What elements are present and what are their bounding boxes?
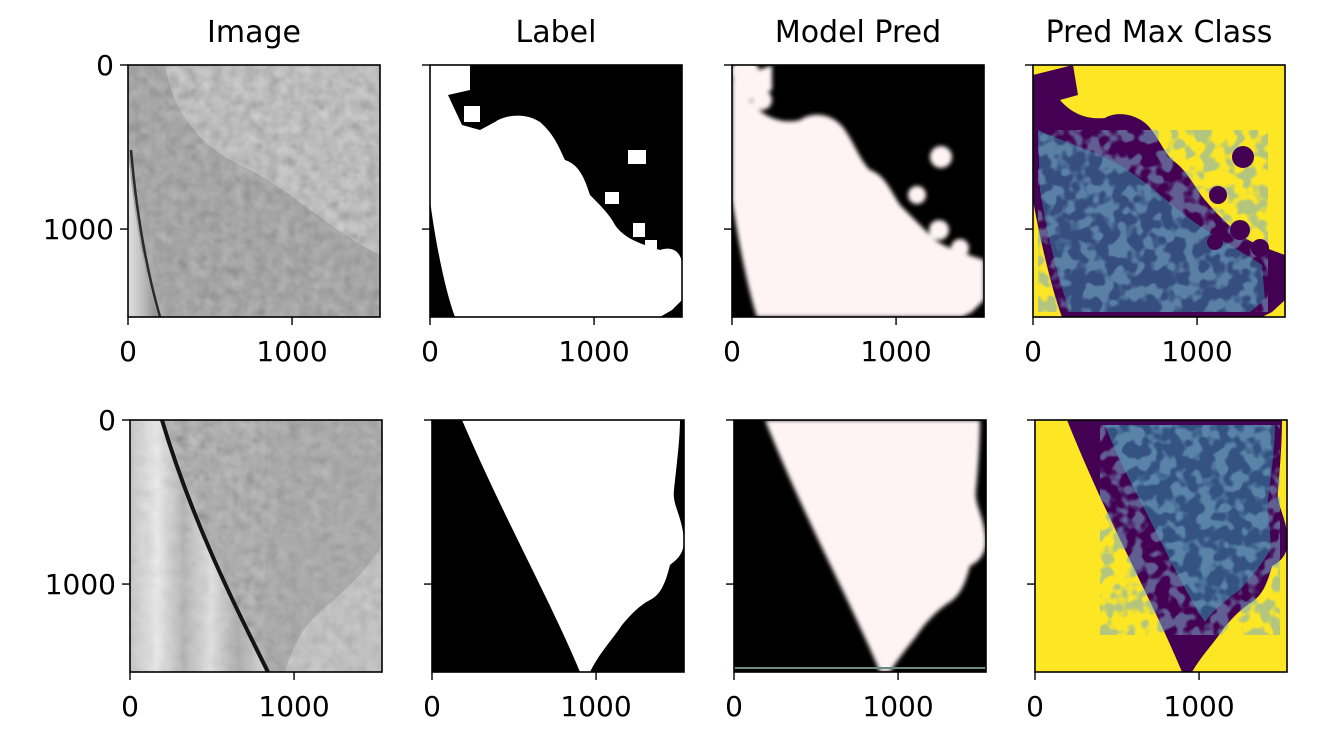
axes-frame	[127, 64, 381, 318]
x-tick-label: 0	[1026, 690, 1044, 723]
panel-maxclass-row1	[1033, 65, 1285, 317]
axes-frame	[1034, 419, 1288, 673]
x-tick-label: 0	[421, 335, 439, 368]
y-tick-label: 1000	[43, 213, 114, 246]
panel-image-row1	[128, 65, 380, 317]
panel-label-row1	[430, 65, 682, 317]
y-tick-label: 0	[98, 404, 116, 437]
axes-frame	[733, 419, 987, 673]
x-tick-label: 1000	[1161, 335, 1232, 368]
column-title-label: Label	[516, 15, 597, 50]
panel-pred-row2	[734, 420, 986, 672]
column-title-image: Image	[207, 15, 301, 50]
panel-maxclass-row2	[1035, 420, 1287, 672]
axes-frame	[129, 419, 383, 673]
axes-frame	[431, 419, 685, 673]
x-tick-label: 1000	[1163, 690, 1234, 723]
x-tick-label: 1000	[860, 335, 931, 368]
x-tick-label: 0	[423, 690, 441, 723]
axes-frame	[429, 64, 683, 318]
column-title-pred-max-class: Pred Max Class	[1046, 15, 1273, 50]
x-tick-label: 0	[723, 335, 741, 368]
x-tick-label: 1000	[560, 690, 631, 723]
panel-pred-row1	[732, 65, 984, 317]
x-tick-label: 1000	[256, 335, 327, 368]
x-tick-label: 0	[1024, 335, 1042, 368]
axes-frame	[1032, 64, 1286, 318]
panel-label-row2	[432, 420, 684, 672]
x-tick-label: 0	[119, 335, 137, 368]
y-tick-label: 0	[96, 49, 114, 82]
x-tick-label: 1000	[258, 690, 329, 723]
x-tick-label: 0	[121, 690, 139, 723]
panel-image-row2	[130, 420, 382, 672]
y-tick-label: 1000	[45, 568, 116, 601]
axes-frame	[731, 64, 985, 318]
column-title-model-pred: Model Pred	[775, 15, 941, 50]
x-tick-label: 1000	[862, 690, 933, 723]
x-tick-label: 1000	[558, 335, 629, 368]
x-tick-label: 0	[725, 690, 743, 723]
